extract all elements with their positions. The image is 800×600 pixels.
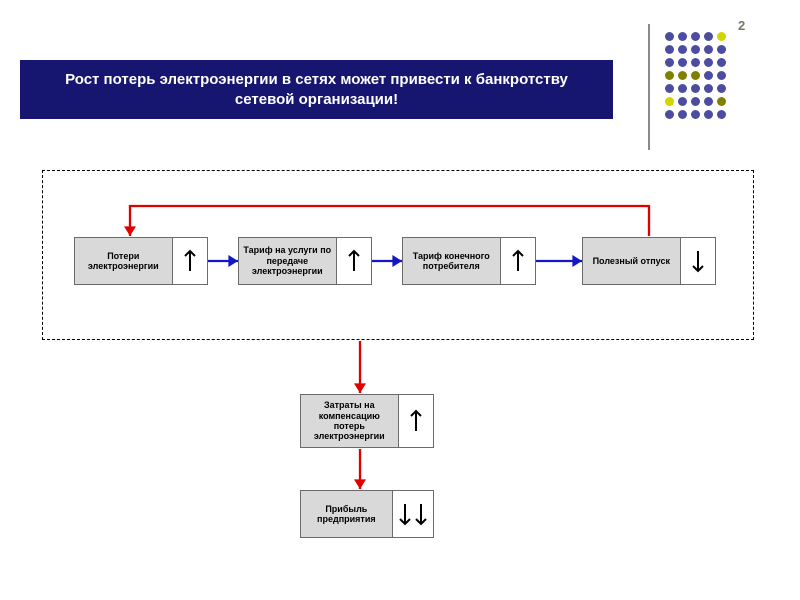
node-trend-cell bbox=[680, 238, 715, 284]
decoration-dot bbox=[704, 84, 713, 93]
decoration-dot bbox=[691, 58, 700, 67]
decoration-dot bbox=[691, 97, 700, 106]
decoration-dot bbox=[665, 110, 674, 119]
decoration-dot bbox=[665, 84, 674, 93]
node-label: Тариф на услуги по передаче электроэнерг… bbox=[239, 238, 336, 284]
decoration-dot bbox=[704, 97, 713, 106]
node-label: Потери электроэнергии bbox=[75, 238, 172, 284]
trend-arrow-up-icon bbox=[183, 247, 197, 275]
decoration-dot bbox=[704, 110, 713, 119]
decoration-dot bbox=[691, 71, 700, 80]
decoration-dot bbox=[665, 58, 674, 67]
node-energy-losses: Потери электроэнергии bbox=[74, 237, 208, 285]
decoration-dot bbox=[678, 32, 687, 41]
decoration-dot bbox=[665, 32, 674, 41]
decoration-dot bbox=[678, 71, 687, 80]
trend-arrow-up-icon bbox=[511, 247, 525, 275]
trend-arrow-down-icon bbox=[398, 500, 412, 528]
decoration-dot bbox=[704, 71, 713, 80]
trend-arrow-up-icon bbox=[347, 247, 361, 275]
decoration-dot bbox=[678, 58, 687, 67]
vertical-divider bbox=[648, 24, 650, 150]
node-useful-supply: Полезный отпуск bbox=[582, 237, 716, 285]
decoration-dot bbox=[678, 45, 687, 54]
node-consumer-tariff: Тариф конечного потребителя bbox=[402, 237, 536, 285]
decoration-dot bbox=[717, 110, 726, 119]
node-trend-cell bbox=[392, 491, 433, 537]
node-trend-cell bbox=[172, 238, 207, 284]
decoration-dot bbox=[665, 97, 674, 106]
trend-arrow-down-icon bbox=[691, 247, 705, 275]
node-company-profit: Прибыль предприятия bbox=[300, 490, 434, 538]
decoration-dot bbox=[717, 71, 726, 80]
page-title: Рост потерь электроэнергии в сетях может… bbox=[20, 60, 613, 119]
node-label: Тариф конечного потребителя bbox=[403, 238, 500, 284]
decoration-dot bbox=[717, 32, 726, 41]
decoration-dot bbox=[704, 45, 713, 54]
decoration-dot bbox=[704, 58, 713, 67]
node-label: Затраты на компенсацию потерь электроэне… bbox=[301, 395, 398, 447]
connector-arrowhead bbox=[354, 479, 366, 489]
decoration-dot bbox=[691, 45, 700, 54]
decoration-dot bbox=[678, 97, 687, 106]
decoration-dot bbox=[704, 32, 713, 41]
node-trend-cell bbox=[398, 395, 433, 447]
decoration-dot bbox=[678, 84, 687, 93]
trend-arrow-down-icon bbox=[414, 500, 428, 528]
page-number: 2 bbox=[738, 18, 745, 33]
decoration-dot bbox=[717, 45, 726, 54]
node-trend-cell bbox=[336, 238, 371, 284]
decoration-dot bbox=[691, 110, 700, 119]
trend-arrow-up-icon bbox=[409, 407, 423, 435]
connector-arrowhead bbox=[354, 383, 366, 393]
decoration-dot bbox=[665, 71, 674, 80]
decoration-dot bbox=[691, 32, 700, 41]
decoration-dot bbox=[665, 45, 674, 54]
node-loss-compensation-costs: Затраты на компенсацию потерь электроэне… bbox=[300, 394, 434, 448]
decoration-dot bbox=[678, 110, 687, 119]
decoration-dot bbox=[717, 58, 726, 67]
node-label: Полезный отпуск bbox=[583, 238, 680, 284]
decoration-dot bbox=[717, 97, 726, 106]
decoration-dot bbox=[717, 84, 726, 93]
node-transmission-tariff: Тариф на услуги по передаче электроэнерг… bbox=[238, 237, 372, 285]
node-label: Прибыль предприятия bbox=[301, 491, 392, 537]
node-trend-cell bbox=[500, 238, 535, 284]
decoration-dot bbox=[691, 84, 700, 93]
decoration-dot-grid bbox=[665, 32, 730, 123]
